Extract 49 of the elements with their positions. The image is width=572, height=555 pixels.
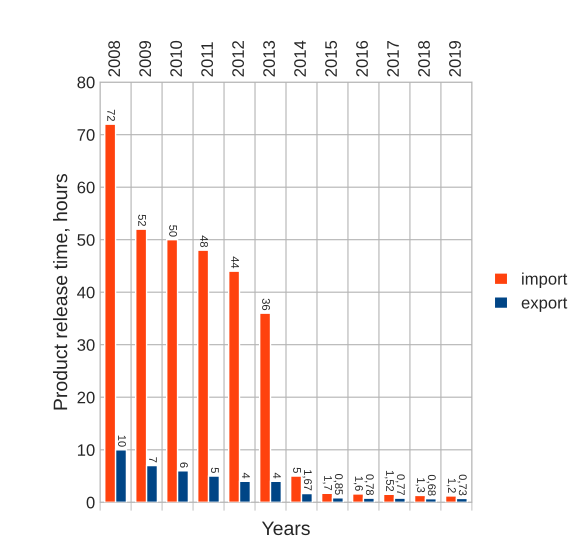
y-tick-label: 60 [78, 182, 95, 194]
data-label: 6 [180, 462, 188, 468]
x-tick-label: 2015 [325, 40, 337, 76]
data-label: 1,67 [302, 470, 312, 490]
data-label: 7 [149, 457, 157, 462]
y-tick-label: 80 [77, 76, 95, 88]
data-label: 0,78 [364, 474, 374, 496]
x-tick-label: 2012 [232, 41, 244, 76]
x-tick-label: 2019 [449, 40, 461, 76]
data-label: 5 [293, 468, 301, 473]
data-label: 1,3 [416, 478, 425, 492]
data-label: 5 [210, 468, 219, 473]
y-tick-label: 10 [78, 444, 95, 456]
x-tick-label: 2017 [387, 41, 399, 76]
x-axis-title: Years [262, 522, 310, 536]
data-label: 1,52 [384, 470, 394, 492]
data-label: 72 [107, 110, 116, 121]
data-label: 1,6 [354, 476, 363, 491]
data-label: 48 [200, 235, 208, 248]
data-label: 36 [262, 298, 270, 310]
y-tick-label: 50 [77, 234, 95, 246]
legend-label: export [522, 298, 568, 312]
data-label: 0,85 [334, 474, 343, 495]
data-label: 0,68 [426, 474, 436, 496]
y-tick-label: 0 [86, 496, 95, 508]
data-label: 50 [169, 225, 178, 237]
x-tick-label: 2009 [139, 40, 152, 76]
data-label: 4 [242, 472, 250, 478]
x-tick-label: 2014 [294, 40, 306, 76]
y-tick-label: 20 [78, 392, 95, 404]
x-tick-label: 2011 [201, 42, 214, 76]
data-label: 1,2 [446, 478, 456, 493]
legend-label: import [522, 272, 568, 288]
data-label: 10 [118, 436, 126, 447]
y-tick-label: 70 [78, 129, 95, 141]
data-label: 44 [231, 256, 239, 268]
data-label: 4 [273, 472, 281, 478]
y-axis-title: Product release time, hours [53, 174, 70, 410]
x-tick-label: 2016 [356, 40, 368, 76]
data-label: 1,7 [322, 476, 332, 490]
y-tick-label: 30 [77, 339, 95, 351]
x-tick-label: 2010 [170, 40, 182, 76]
data-label: 0,73 [458, 474, 467, 496]
data-label: 52 [138, 214, 146, 226]
x-tick-label: 2018 [418, 40, 430, 76]
x-tick-label: 2013 [263, 40, 275, 76]
y-tick-label: 40 [77, 286, 95, 298]
x-tick-label: 2008 [108, 40, 120, 76]
data-label: 0,77 [396, 474, 405, 496]
